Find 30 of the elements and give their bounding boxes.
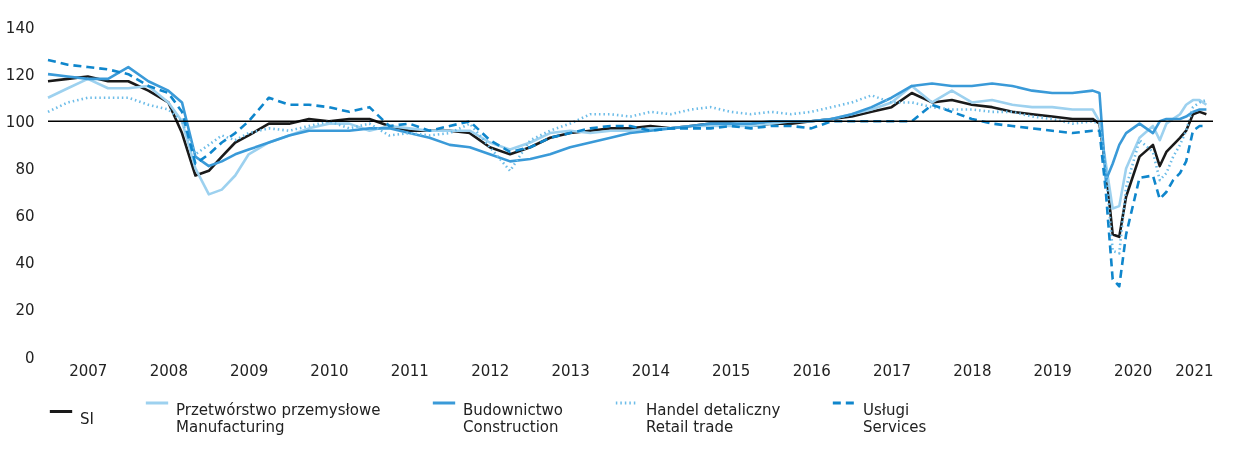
x-tick-label: 2007 [69, 361, 108, 380]
x-tick-label: 2017 [872, 361, 912, 380]
line-series [46, 94, 1208, 255]
x-tick-label: 2011 [390, 361, 429, 380]
y-tick-label: 60 [15, 207, 35, 226]
legend-label: Przetwórstwo przemysłowe Manufacturing [176, 401, 381, 436]
legend-label: Usługi Services [863, 401, 927, 436]
x-tick-label: 2014 [631, 361, 671, 380]
x-tick-label: 2009 [230, 361, 269, 380]
y-tick-label: 140 [5, 18, 35, 37]
x-tick-label: 2021 [1175, 361, 1214, 380]
y-tick-label: 40 [15, 254, 35, 273]
x-tick-label: 2013 [551, 361, 590, 380]
y-tick-label: 80 [15, 159, 35, 178]
y-tick-label: 120 [5, 65, 35, 84]
legend-label: Budownictwo Construction [463, 401, 564, 436]
y-tick-label: 20 [15, 301, 35, 320]
x-tick-label: 2016 [792, 361, 831, 380]
x-tick-label: 2010 [310, 361, 349, 380]
x-tick-label: 2020 [1114, 361, 1153, 380]
y-tick-label: 100 [5, 112, 35, 131]
x-tick-label: 2019 [1033, 361, 1072, 380]
y-tick-label: 0 [24, 348, 35, 367]
legend-label: Handel detaliczny Retail trade [646, 401, 781, 436]
line-series [46, 65, 1208, 182]
x-tick-label: 2008 [149, 361, 188, 380]
x-tick-label: 2015 [712, 361, 751, 380]
legend-label: SI [80, 409, 94, 428]
x-tick-label: 2012 [471, 361, 510, 380]
x-tick-label: 2018 [953, 361, 992, 380]
